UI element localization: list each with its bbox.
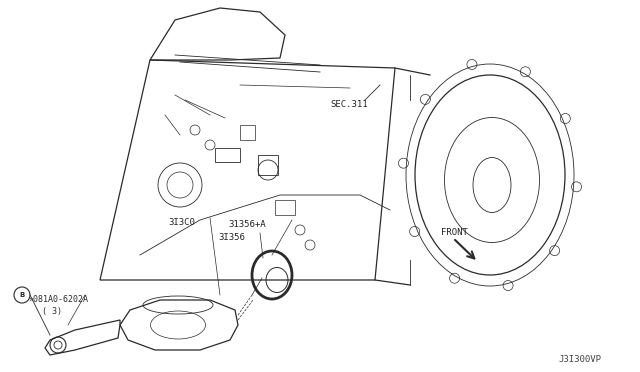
- Text: »081A0-6202A: »081A0-6202A: [28, 295, 88, 304]
- Text: 3I3C0: 3I3C0: [168, 218, 195, 227]
- Text: 3I356: 3I356: [218, 233, 245, 242]
- Text: J3I300VP: J3I300VP: [558, 355, 601, 364]
- Text: 31356+A: 31356+A: [228, 220, 266, 229]
- Text: ( 3): ( 3): [42, 307, 62, 316]
- Text: FRONT: FRONT: [441, 228, 468, 237]
- Text: SEC.311: SEC.311: [330, 100, 367, 109]
- Text: B: B: [19, 292, 24, 298]
